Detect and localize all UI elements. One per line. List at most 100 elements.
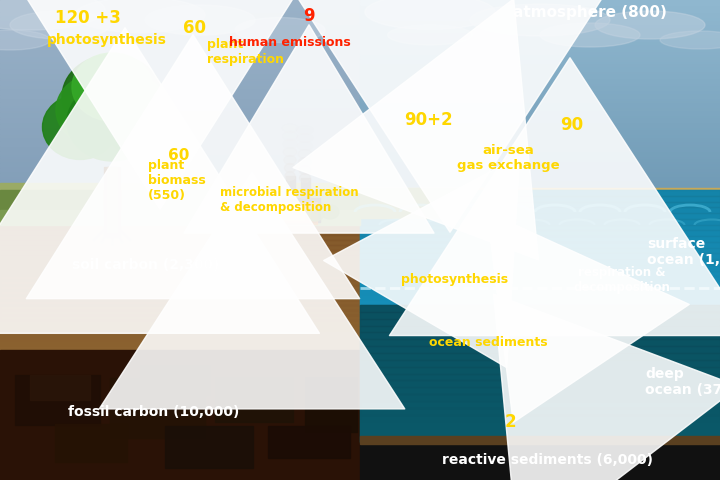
Bar [252, 202, 317, 224]
Bar [360, 58, 720, 61]
Bar [0, 133, 360, 136]
Bar [0, 193, 360, 205]
Bar [360, 119, 720, 122]
Bar [360, 435, 720, 442]
Bar [0, 310, 360, 315]
Text: 60: 60 [184, 19, 207, 37]
Bar [0, 165, 360, 168]
Bar [0, 56, 360, 59]
Bar [360, 436, 720, 444]
Bar [360, 87, 720, 90]
Ellipse shape [67, 83, 157, 161]
Bar [360, 332, 720, 339]
Bar [360, 158, 720, 161]
Bar [0, 163, 360, 166]
Bar [360, 165, 720, 168]
Ellipse shape [62, 55, 162, 140]
Bar [0, 31, 360, 34]
Bar [0, 26, 360, 29]
Bar [0, 320, 360, 325]
Bar [0, 24, 360, 27]
Ellipse shape [282, 132, 298, 141]
Bar [0, 68, 360, 71]
Bar [360, 202, 720, 207]
Bar [0, 87, 360, 90]
Bar [0, 92, 360, 95]
Bar [360, 178, 720, 180]
Bar [360, 17, 720, 20]
Bar [360, 129, 720, 132]
Text: 90: 90 [560, 116, 584, 134]
Bar [0, 146, 360, 149]
Bar [0, 156, 360, 158]
Bar [360, 293, 720, 299]
Bar [360, 248, 720, 253]
Bar [360, 190, 720, 192]
Ellipse shape [235, 17, 325, 43]
Bar [360, 107, 720, 110]
Ellipse shape [298, 149, 312, 158]
Bar [360, 188, 460, 218]
Bar [360, 353, 720, 360]
Ellipse shape [283, 140, 297, 148]
Ellipse shape [300, 173, 310, 182]
Bar [360, 46, 720, 49]
Bar [0, 254, 360, 260]
Bar [215, 377, 293, 422]
Bar [0, 104, 360, 107]
Bar [360, 305, 720, 442]
Bar [262, 208, 304, 220]
Bar [360, 65, 720, 68]
Bar [110, 378, 205, 438]
Bar [0, 126, 360, 129]
Bar [268, 426, 350, 458]
Bar [360, 163, 720, 166]
Bar [360, 138, 720, 142]
Ellipse shape [283, 147, 297, 156]
Bar [0, 190, 360, 192]
Bar [0, 65, 360, 68]
Bar [15, 375, 100, 425]
Bar [360, 288, 720, 293]
Bar [0, 119, 360, 122]
Bar [360, 41, 720, 44]
Bar [360, 173, 720, 176]
Bar [0, 17, 360, 20]
Bar [0, 250, 360, 255]
Bar [0, 183, 360, 198]
Bar [360, 380, 720, 387]
Bar [0, 22, 360, 24]
Ellipse shape [231, 207, 249, 221]
Bar [360, 43, 720, 46]
Bar [360, 156, 720, 158]
Bar [360, 7, 720, 10]
Bar [0, 107, 360, 110]
Bar [104, 167, 120, 237]
Bar [360, 95, 720, 97]
Bar [0, 339, 360, 345]
Bar [360, 196, 720, 202]
Bar [360, 14, 720, 17]
Bar [360, 160, 720, 163]
Bar [0, 85, 360, 88]
Bar [360, 192, 720, 195]
Bar [0, 36, 360, 39]
Bar [360, 136, 720, 139]
Bar [360, 85, 720, 88]
Bar [360, 121, 720, 124]
Bar [0, 160, 360, 163]
Bar [360, 225, 720, 230]
Text: surface
ocean (1,000): surface ocean (1,000) [647, 237, 720, 267]
Bar [360, 31, 720, 34]
Bar [0, 129, 360, 132]
Bar [140, 365, 210, 395]
Bar [360, 188, 720, 218]
Bar [360, 153, 720, 156]
Bar [360, 242, 720, 248]
Bar [0, 260, 360, 265]
Bar [0, 182, 360, 185]
Text: reactive sediments (6,000): reactive sediments (6,000) [443, 453, 654, 467]
Bar [0, 264, 360, 270]
Bar [360, 236, 720, 242]
Bar [0, 72, 360, 75]
